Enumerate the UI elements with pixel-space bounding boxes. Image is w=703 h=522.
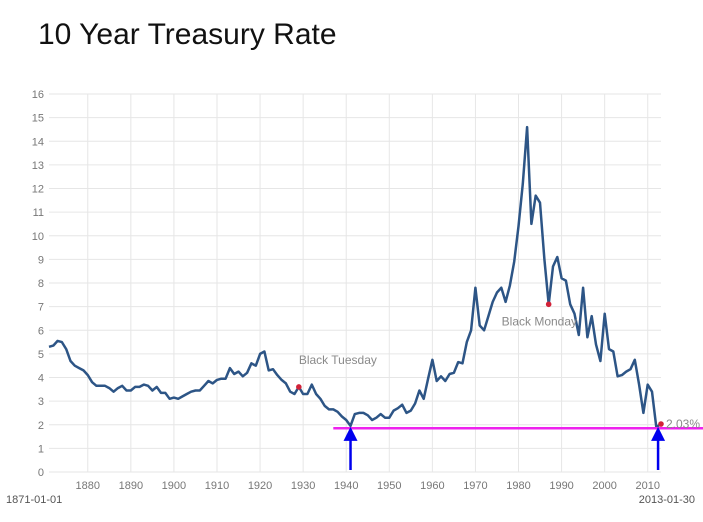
- series-layer: [48, 125, 662, 429]
- annotation-marker: [658, 421, 664, 427]
- overlay-layer: [333, 426, 703, 470]
- annotation-label: 2.03%: [666, 417, 700, 431]
- annotation-label: Black Monday: [502, 314, 577, 328]
- y-tick-label: 3: [38, 396, 44, 408]
- annotation-label: Black Tuesday: [299, 353, 377, 367]
- series-line: [48, 125, 662, 429]
- grid: [49, 93, 661, 473]
- arrow-head: [651, 426, 666, 441]
- arrow-head: [343, 426, 358, 441]
- x-tick-label: 1950: [377, 480, 401, 492]
- x-tick-label: 1880: [76, 480, 100, 492]
- y-tick-label: 8: [38, 278, 44, 290]
- x-tick-label: 1940: [334, 480, 358, 492]
- y-tick-label: 16: [32, 89, 44, 101]
- y-tick-label: 1: [38, 443, 44, 455]
- range-start-label: 1871-01-01: [6, 494, 63, 506]
- y-tick-label: 15: [32, 113, 44, 125]
- x-tick-label: 2010: [635, 480, 659, 492]
- y-tick-label: 14: [32, 136, 44, 148]
- x-tick-label: 1910: [205, 480, 229, 492]
- y-tick-label: 10: [32, 231, 44, 243]
- x-tick-label: 1970: [463, 480, 487, 492]
- y-tick-label: 7: [38, 302, 44, 314]
- x-tick-label: 1930: [291, 480, 315, 492]
- x-tick-label: 1920: [248, 480, 272, 492]
- y-tick-label: 11: [33, 207, 44, 219]
- x-tick-label: 1960: [420, 480, 444, 492]
- range-end-label: 2013-01-30: [638, 494, 695, 506]
- y-tick-label: 0: [38, 467, 44, 479]
- x-tick-label: 1890: [119, 480, 143, 492]
- y-tick-label: 6: [38, 325, 44, 337]
- chart-title: 10 Year Treasury Rate: [38, 18, 337, 51]
- x-tick-label: 1980: [506, 480, 530, 492]
- x-axis-ticks: 1880 1890 1900 1910 1920 1930 1940 1950 1960 1970…: [76, 480, 660, 492]
- annotation-marker: [296, 384, 302, 390]
- x-tick-label: 2000: [592, 480, 616, 492]
- x-tick-label: 1990: [549, 480, 573, 492]
- annotation-marker: [545, 301, 552, 308]
- y-tick-label: 9: [38, 254, 44, 266]
- x-tick-label: 1900: [162, 480, 186, 492]
- y-tick-label: 4: [38, 373, 44, 385]
- y-tick-label: 13: [32, 160, 44, 172]
- y-tick-label: 12: [32, 184, 44, 196]
- y-tick-label: 5: [38, 349, 44, 361]
- y-tick-label: 2: [38, 420, 44, 432]
- annotation-layer: Black Tuesday Black Monday 2.03%: [296, 301, 700, 431]
